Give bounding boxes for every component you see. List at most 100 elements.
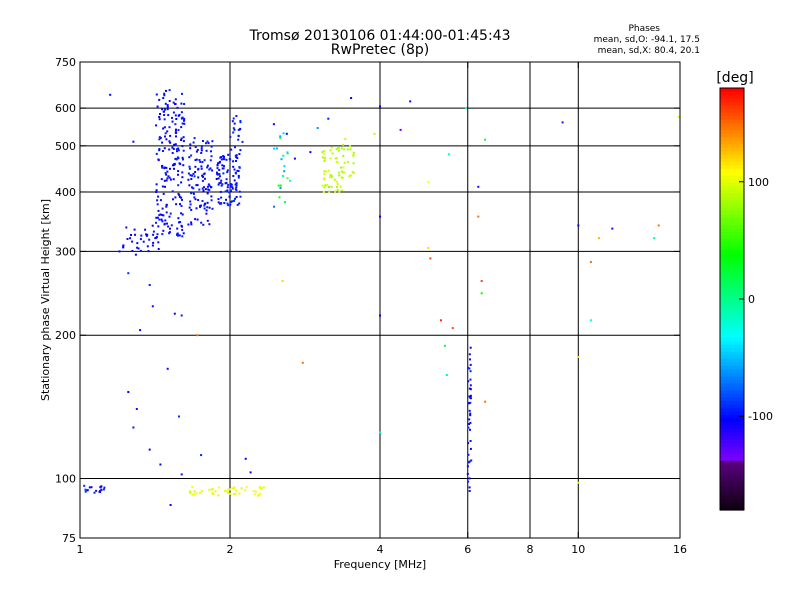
data-point <box>322 190 325 193</box>
data-point <box>219 181 222 184</box>
data-point <box>158 116 161 118</box>
data-point <box>653 237 656 240</box>
data-point <box>335 157 338 160</box>
data-point <box>136 246 139 249</box>
data-point <box>83 484 86 487</box>
data-point <box>200 145 203 148</box>
colorbar-band <box>720 214 744 219</box>
data-point <box>169 141 172 144</box>
data-point <box>151 224 154 227</box>
data-point <box>464 107 467 110</box>
colorbar-band <box>720 327 744 332</box>
data-point <box>281 280 284 282</box>
data-point <box>102 488 105 491</box>
colorbar-band <box>720 474 744 479</box>
data-point <box>280 158 283 161</box>
colorbar-band <box>720 379 744 384</box>
data-point <box>179 221 182 223</box>
data-point <box>156 105 159 108</box>
data-point <box>99 491 102 493</box>
data-point <box>220 184 223 187</box>
data-point <box>161 214 164 216</box>
data-point <box>182 149 185 152</box>
data-point <box>327 186 330 188</box>
data-point <box>196 148 199 151</box>
colorbar-band <box>720 165 744 170</box>
data-point <box>232 160 235 163</box>
data-point <box>469 378 472 381</box>
data-point <box>597 237 600 240</box>
stats-heading: Phases <box>628 24 660 34</box>
colorbar-band <box>720 253 744 258</box>
data-point <box>166 222 168 225</box>
data-point <box>180 139 183 141</box>
colorbar-band <box>720 116 744 121</box>
data-point <box>194 218 197 221</box>
data-point <box>469 440 472 442</box>
data-point <box>229 203 232 206</box>
colorbar-band <box>720 408 744 413</box>
data-point <box>140 234 143 237</box>
data-point <box>469 412 472 415</box>
data-point <box>245 486 248 489</box>
data-point <box>301 361 304 364</box>
data-point <box>340 176 343 179</box>
data-point <box>157 159 160 162</box>
data-point <box>164 102 167 105</box>
data-point <box>282 132 285 135</box>
data-point <box>238 166 241 169</box>
data-point <box>451 327 454 330</box>
colorbar-band <box>720 457 744 462</box>
data-point <box>163 94 166 97</box>
colorbar-band <box>720 154 744 159</box>
data-point <box>429 257 432 260</box>
data-point <box>327 117 330 120</box>
data-point <box>337 149 340 152</box>
data-point <box>172 147 175 150</box>
data-point <box>195 492 198 495</box>
data-point <box>208 206 211 209</box>
colorbar-band <box>720 436 744 441</box>
data-point <box>344 137 347 140</box>
data-point <box>109 93 112 96</box>
colorbar-band <box>720 397 744 402</box>
data-point <box>218 202 221 205</box>
data-point <box>127 391 130 393</box>
data-point <box>334 178 336 181</box>
colorbar-band <box>720 386 744 392</box>
data-point <box>467 380 470 383</box>
data-point <box>182 140 185 143</box>
colorbar-band <box>720 235 744 240</box>
data-point <box>166 108 169 111</box>
data-point <box>152 241 155 244</box>
data-point <box>155 221 157 224</box>
data-point <box>174 123 177 126</box>
data-point <box>175 203 178 206</box>
data-point <box>409 100 412 103</box>
data-point <box>173 167 175 170</box>
data-point <box>204 177 206 180</box>
data-point <box>253 493 256 495</box>
data-point <box>99 486 102 489</box>
data-point <box>220 196 223 199</box>
data-point <box>174 131 177 134</box>
data-point <box>188 184 191 187</box>
data-point <box>330 185 333 188</box>
data-point <box>161 233 164 236</box>
data-point <box>236 169 239 172</box>
data-point <box>172 178 175 181</box>
data-point <box>469 396 472 399</box>
y-tick-label: 300 <box>55 245 76 258</box>
data-point <box>190 223 193 226</box>
data-point <box>217 198 220 201</box>
data-point <box>162 127 165 130</box>
data-point <box>209 167 212 170</box>
data-point <box>162 192 165 195</box>
data-point <box>195 150 198 153</box>
data-point <box>156 216 159 219</box>
data-point <box>173 312 176 315</box>
data-point <box>323 173 326 175</box>
colorbar-band <box>720 288 744 293</box>
x-tick-label: 16 <box>673 543 687 556</box>
colorbar-band <box>720 429 744 434</box>
